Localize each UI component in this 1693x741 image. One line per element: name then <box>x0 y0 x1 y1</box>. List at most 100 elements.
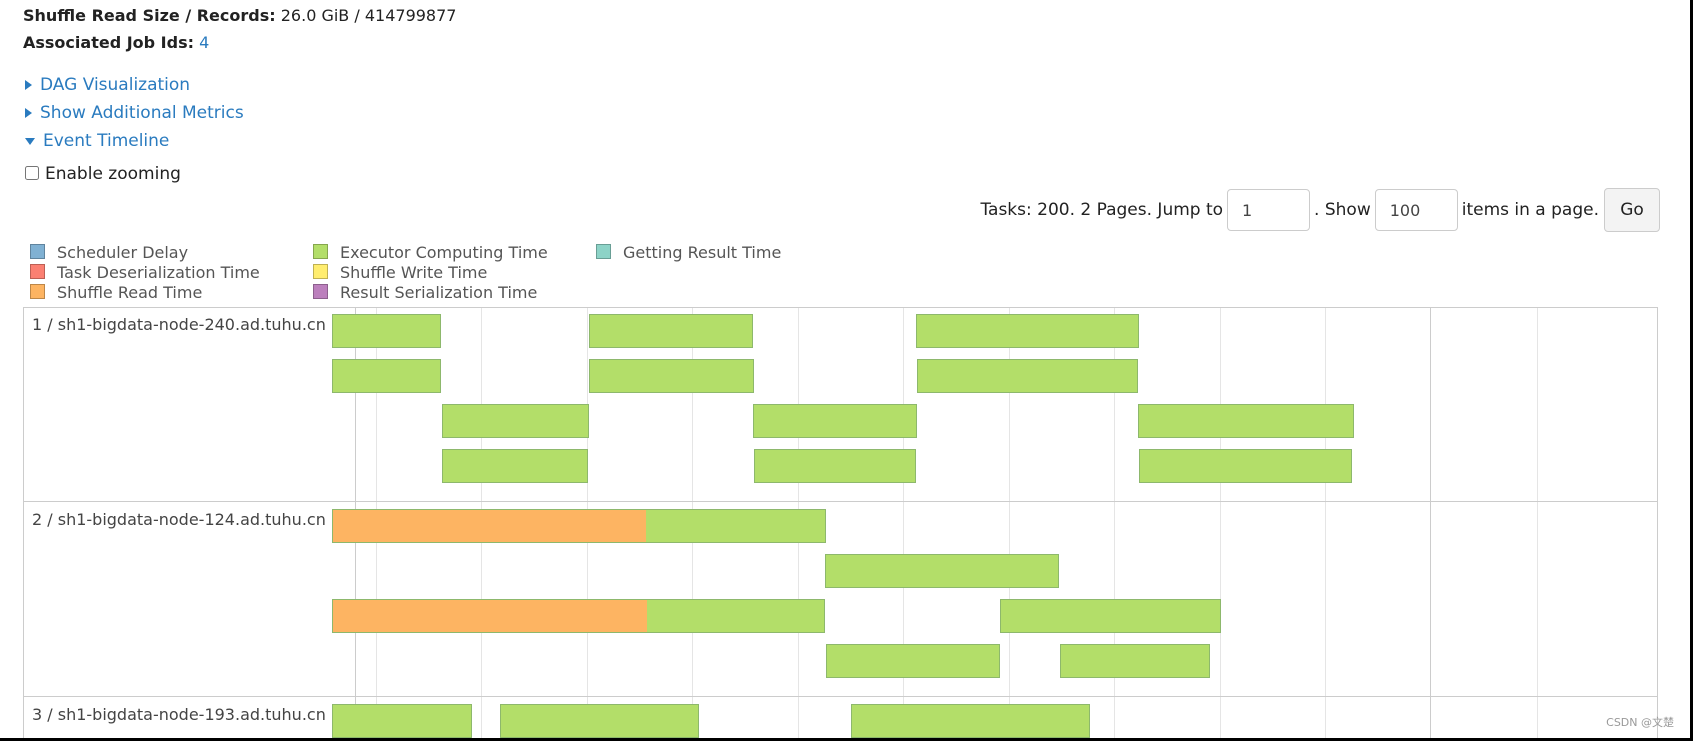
tasks-count-text: Tasks: 200. 2 Pages. Jump to <box>980 200 1224 220</box>
group-separator <box>24 501 1657 502</box>
go-button[interactable]: Go <box>1604 188 1660 232</box>
task-phase-segment <box>333 510 646 542</box>
shuffle-read-summary: Shuffle Read Size / Records: 26.0 GiB / … <box>23 6 456 25</box>
task-bar[interactable] <box>1138 404 1354 438</box>
executor-group-label: 3 / sh1-bigdata-node-193.ad.tuhu.cn <box>32 705 326 724</box>
legend-label: Scheduler Delay <box>57 243 189 262</box>
task-bar[interactable] <box>1060 644 1210 678</box>
timeline-gridline <box>1009 308 1010 738</box>
enable-zooming-row: Enable zooming <box>25 164 181 184</box>
task-bar[interactable] <box>826 644 1000 678</box>
task-bar[interactable] <box>851 704 1090 738</box>
legend-item: Result Serialization Time <box>313 284 537 302</box>
task-bar[interactable] <box>589 359 754 393</box>
timeline-gridline <box>903 308 904 738</box>
legend-label: Task Deserialization Time <box>57 263 260 282</box>
legend-item: Getting Result Time <box>596 244 781 262</box>
event-timeline[interactable]: 1 / sh1-bigdata-node-240.ad.tuhu.cn 2 / … <box>23 307 1658 738</box>
task-phase-segment <box>826 555 1058 587</box>
legend-swatch <box>313 244 328 259</box>
shuffle-read-label: Shuffle Read Size / Records: <box>23 6 276 25</box>
enable-zooming-label: Enable zooming <box>45 164 181 184</box>
legend-label: Shuffle Write Time <box>340 263 488 282</box>
show-text: . Show <box>1314 200 1371 220</box>
task-bar[interactable] <box>500 704 699 738</box>
task-phase-segment <box>645 510 825 542</box>
task-phase-segment <box>917 315 1138 347</box>
timeline-gridline <box>1220 308 1221 738</box>
task-bar[interactable] <box>332 599 825 633</box>
watermark: CSDN @文楚 <box>1606 716 1674 729</box>
task-bar[interactable] <box>1139 449 1352 483</box>
timeline-gridline <box>1114 308 1115 738</box>
legend-swatch <box>313 284 328 299</box>
legend-label: Shuffle Read Time <box>57 283 203 302</box>
job-id-link[interactable]: 4 <box>199 33 210 52</box>
group-separator <box>24 696 1657 697</box>
dag-visualization-toggle[interactable]: DAG Visualization <box>25 75 190 95</box>
triangle-right-icon <box>25 108 32 118</box>
task-phase-segment <box>852 705 1089 737</box>
task-phase-segment <box>827 645 999 677</box>
task-bar[interactable] <box>442 449 588 483</box>
task-phase-segment <box>1061 645 1209 677</box>
task-phase-segment <box>501 705 698 737</box>
triangle-down-icon <box>25 137 35 145</box>
task-bar[interactable] <box>917 359 1138 393</box>
task-bar[interactable] <box>825 554 1059 588</box>
task-phase-segment <box>1140 450 1351 482</box>
executor-group-label: 1 / sh1-bigdata-node-240.ad.tuhu.cn <box>32 315 326 334</box>
task-bar[interactable] <box>332 359 441 393</box>
legend-swatch <box>596 244 611 259</box>
triangle-right-icon <box>25 80 32 90</box>
legend-label: Result Serialization Time <box>340 283 538 302</box>
task-bar[interactable] <box>332 704 472 738</box>
legend-item: Shuffle Write Time <box>313 264 487 282</box>
task-pagination: Tasks: 200. 2 Pages. Jump to . Show item… <box>980 188 1690 232</box>
task-phase-segment <box>754 405 916 437</box>
task-phase-segment <box>333 315 440 347</box>
legend-item: Shuffle Read Time <box>30 284 202 302</box>
legend-swatch <box>30 264 45 279</box>
enable-zooming-checkbox[interactable] <box>25 166 39 180</box>
task-bar[interactable] <box>589 314 753 348</box>
additional-metrics-label: Show Additional Metrics <box>40 103 244 123</box>
event-timeline-label: Event Timeline <box>43 131 170 151</box>
job-ids-summary: Associated Job Ids: 4 <box>23 33 209 52</box>
shuffle-read-value: 26.0 GiB / 414799877 <box>280 6 457 25</box>
task-phase-segment <box>1001 600 1220 632</box>
legend-label: Executor Computing Time <box>340 243 548 262</box>
page-number-input[interactable] <box>1227 189 1311 231</box>
legend-label: Getting Result Time <box>623 243 782 262</box>
task-phase-segment <box>333 600 647 632</box>
timeline-gridline <box>1537 308 1538 738</box>
task-bar[interactable] <box>332 509 826 543</box>
timeline-gridline <box>1430 308 1431 738</box>
job-ids-label: Associated Job Ids: <box>23 33 195 52</box>
task-phase-segment <box>443 405 588 437</box>
task-phase-segment <box>333 360 440 392</box>
legend-swatch <box>30 244 45 259</box>
dag-visualization-label: DAG Visualization <box>40 75 191 95</box>
task-phase-segment <box>590 360 753 392</box>
timeline-gridline <box>1325 308 1326 738</box>
executor-group-label: 2 / sh1-bigdata-node-124.ad.tuhu.cn <box>32 510 326 529</box>
task-bar[interactable] <box>1000 599 1221 633</box>
task-phase-segment <box>333 705 471 737</box>
items-per-page-text: items in a page. <box>1461 200 1599 220</box>
task-phase-segment <box>918 360 1137 392</box>
task-bar[interactable] <box>753 404 917 438</box>
task-phase-segment <box>443 450 587 482</box>
page-size-input[interactable] <box>1374 189 1458 231</box>
task-bar[interactable] <box>754 449 916 483</box>
legend-swatch <box>30 284 45 299</box>
legend-item: Executor Computing Time <box>313 244 548 262</box>
task-bar[interactable] <box>332 314 441 348</box>
event-timeline-toggle[interactable]: Event Timeline <box>25 131 169 151</box>
legend-item: Scheduler Delay <box>30 244 188 262</box>
task-bar[interactable] <box>442 404 589 438</box>
task-bar[interactable] <box>916 314 1139 348</box>
legend-swatch <box>313 264 328 279</box>
additional-metrics-toggle[interactable]: Show Additional Metrics <box>25 103 244 123</box>
